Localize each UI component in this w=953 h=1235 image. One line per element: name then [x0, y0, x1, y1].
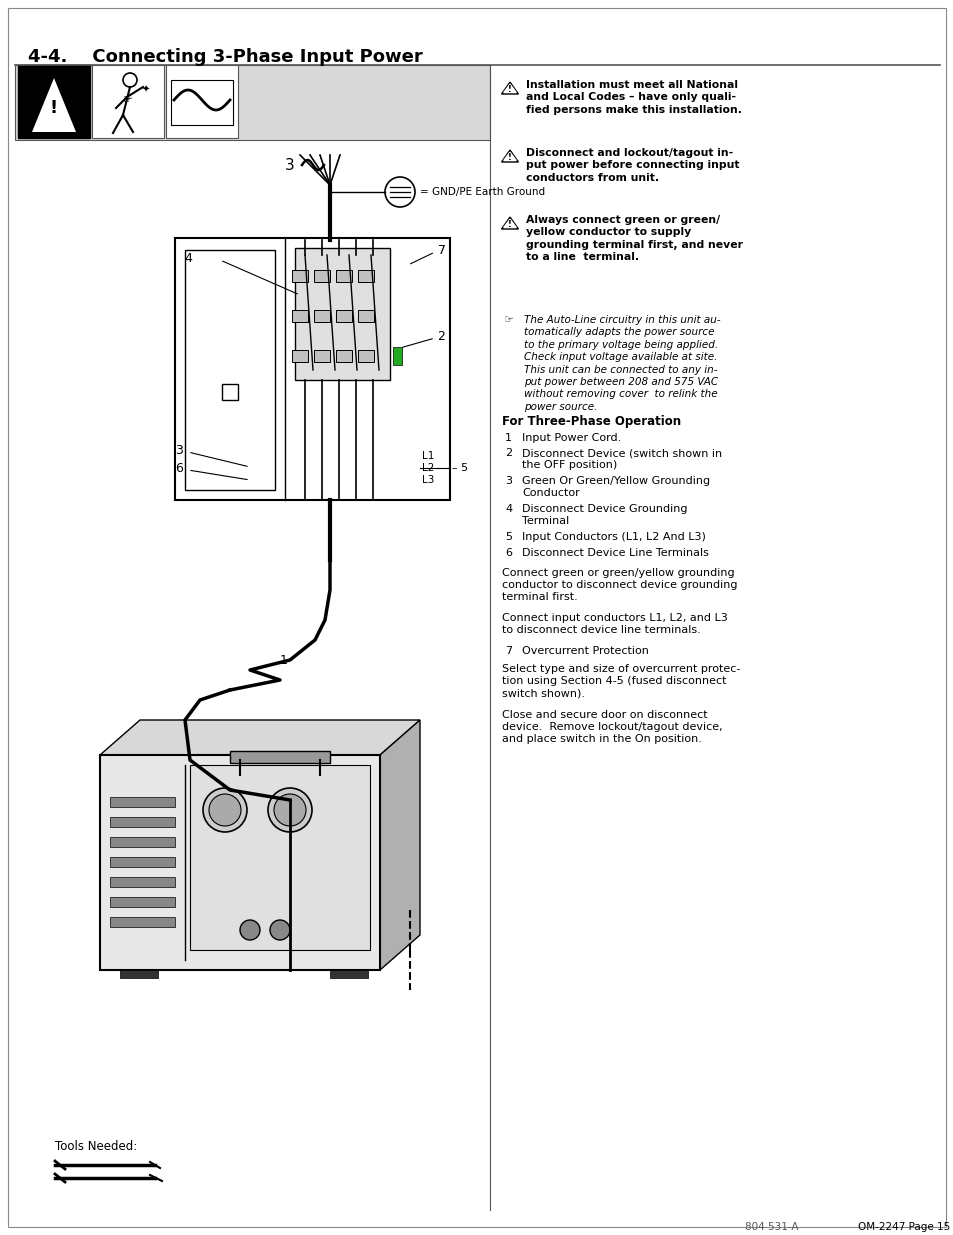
Bar [100, 755, 379, 969]
Text: Connect green or green/yellow grounding
conductor to disconnect device grounding: Connect green or green/yellow grounding … [501, 568, 737, 601]
Bar [190, 764, 370, 950]
Text: 6: 6 [175, 462, 183, 474]
Polygon shape [503, 152, 516, 161]
Text: ☞: ☞ [503, 315, 514, 325]
Text: Select type and size of overcurrent protec-
tion using Section 4-5 (fused discon: Select type and size of overcurrent prot… [501, 664, 740, 699]
Bar [15, 65, 490, 140]
Text: 6: 6 [504, 548, 512, 558]
Text: Close and secure door on disconnect
device.  Remove lockout/tagout device,
and p: Close and secure door on disconnect devi… [501, 710, 721, 743]
Text: 1: 1 [504, 433, 512, 443]
Text: Input Power Cord.: Input Power Cord. [521, 433, 620, 443]
Bar [120, 969, 158, 978]
Text: 7: 7 [504, 646, 512, 656]
Bar [166, 65, 237, 138]
Text: 804 531-A: 804 531-A [744, 1221, 798, 1233]
Bar [171, 80, 233, 125]
Bar [110, 897, 174, 906]
Polygon shape [501, 151, 517, 162]
Bar [230, 751, 330, 763]
Text: ✦: ✦ [142, 85, 150, 95]
Bar [292, 270, 308, 282]
Text: 2: 2 [504, 448, 512, 458]
Circle shape [268, 788, 312, 832]
Polygon shape [379, 720, 419, 969]
Text: 4: 4 [504, 505, 512, 515]
Text: The Auto-Line circuitry in this unit au-
tomatically adapts the power source
to : The Auto-Line circuitry in this unit au-… [523, 315, 720, 411]
Text: 5: 5 [504, 532, 512, 542]
Polygon shape [503, 219, 516, 227]
Text: 3: 3 [504, 477, 512, 487]
Text: 7: 7 [437, 243, 446, 257]
Polygon shape [32, 78, 76, 132]
Bar [110, 918, 174, 927]
Bar [393, 347, 401, 366]
Text: Disconnect Device Line Terminals: Disconnect Device Line Terminals [521, 548, 708, 558]
Text: !: ! [508, 85, 512, 94]
Text: 4-4.    Connecting 3-Phase Input Power: 4-4. Connecting 3-Phase Input Power [28, 48, 422, 65]
Bar [330, 969, 368, 978]
Text: For Three-Phase Operation: For Three-Phase Operation [501, 415, 680, 429]
Text: Disconnect Device Grounding
Terminal: Disconnect Device Grounding Terminal [521, 505, 687, 526]
Text: OM-2247 Page 15: OM-2247 Page 15 [857, 1221, 949, 1233]
Text: – 5: – 5 [452, 463, 468, 473]
Text: !: ! [508, 220, 512, 228]
Bar [18, 65, 90, 138]
Text: Overcurrent Protection: Overcurrent Protection [521, 646, 648, 656]
Circle shape [209, 794, 241, 826]
Text: = GND/PE Earth Ground: = GND/PE Earth Ground [419, 186, 544, 198]
Text: Green Or Green/Yellow Grounding
Conductor: Green Or Green/Yellow Grounding Conducto… [521, 477, 709, 499]
Circle shape [270, 920, 290, 940]
Bar [335, 310, 352, 322]
Bar [314, 270, 330, 282]
Bar [292, 310, 308, 322]
Text: 4: 4 [184, 252, 192, 264]
Bar [110, 818, 174, 827]
Bar [314, 310, 330, 322]
Polygon shape [503, 84, 516, 93]
Text: Input Conductors (L1, L2 And L3): Input Conductors (L1, L2 And L3) [521, 532, 705, 542]
Bar [110, 877, 174, 887]
Bar [357, 310, 374, 322]
Circle shape [274, 794, 306, 826]
Text: 2: 2 [436, 330, 444, 342]
Circle shape [240, 920, 260, 940]
Bar [110, 837, 174, 847]
Bar [222, 384, 237, 400]
Text: Tools Needed:: Tools Needed: [55, 1140, 137, 1153]
Polygon shape [501, 82, 517, 94]
Text: L3: L3 [421, 475, 434, 485]
Bar [91, 65, 164, 138]
Text: 3: 3 [175, 443, 183, 457]
Bar [314, 350, 330, 362]
Text: L2: L2 [421, 463, 434, 473]
Text: L1: L1 [421, 451, 434, 461]
Polygon shape [501, 217, 517, 228]
Text: !: ! [50, 99, 58, 117]
Polygon shape [100, 720, 419, 755]
Bar [292, 350, 308, 362]
Text: 1: 1 [280, 653, 288, 667]
Text: Disconnect Device (switch shown in
the OFF position): Disconnect Device (switch shown in the O… [521, 448, 721, 471]
Bar [185, 249, 274, 490]
Bar [357, 350, 374, 362]
Bar [174, 238, 450, 500]
Bar [110, 857, 174, 867]
Text: Connect input conductors L1, L2, and L3
to disconnect device line terminals.: Connect input conductors L1, L2, and L3 … [501, 613, 727, 635]
Bar [357, 270, 374, 282]
Text: 3: 3 [285, 158, 294, 173]
Circle shape [203, 788, 247, 832]
Text: Always connect green or green/
yellow conductor to supply
grounding terminal fir: Always connect green or green/ yellow co… [525, 215, 742, 262]
Text: ☞: ☞ [123, 95, 132, 105]
Bar [335, 350, 352, 362]
Bar [335, 270, 352, 282]
Text: Installation must meet all National
and Local Codes – have only quali-
fied pers: Installation must meet all National and … [525, 80, 741, 115]
Text: Disconnect and lockout/tagout in-
put power before connecting input
conductors f: Disconnect and lockout/tagout in- put po… [525, 148, 739, 183]
Bar [294, 248, 390, 380]
Text: !: ! [508, 153, 512, 162]
Bar [110, 797, 174, 806]
